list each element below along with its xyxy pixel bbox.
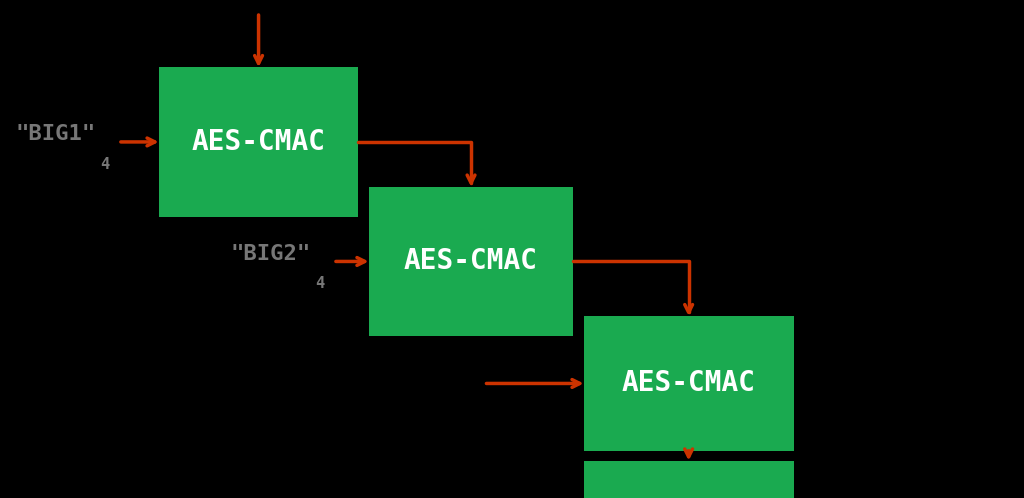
FancyBboxPatch shape [584, 461, 794, 498]
FancyBboxPatch shape [369, 187, 573, 336]
Text: AES-CMAC: AES-CMAC [191, 128, 326, 156]
Text: 4: 4 [315, 276, 325, 291]
Text: 4: 4 [100, 157, 110, 172]
Text: AES-CMAC: AES-CMAC [404, 248, 538, 275]
Text: AES-CMAC: AES-CMAC [622, 370, 756, 397]
Text: "BIG2": "BIG2" [230, 244, 310, 264]
FancyBboxPatch shape [584, 316, 794, 451]
FancyBboxPatch shape [159, 67, 358, 217]
Text: "BIG1": "BIG1" [15, 124, 95, 144]
